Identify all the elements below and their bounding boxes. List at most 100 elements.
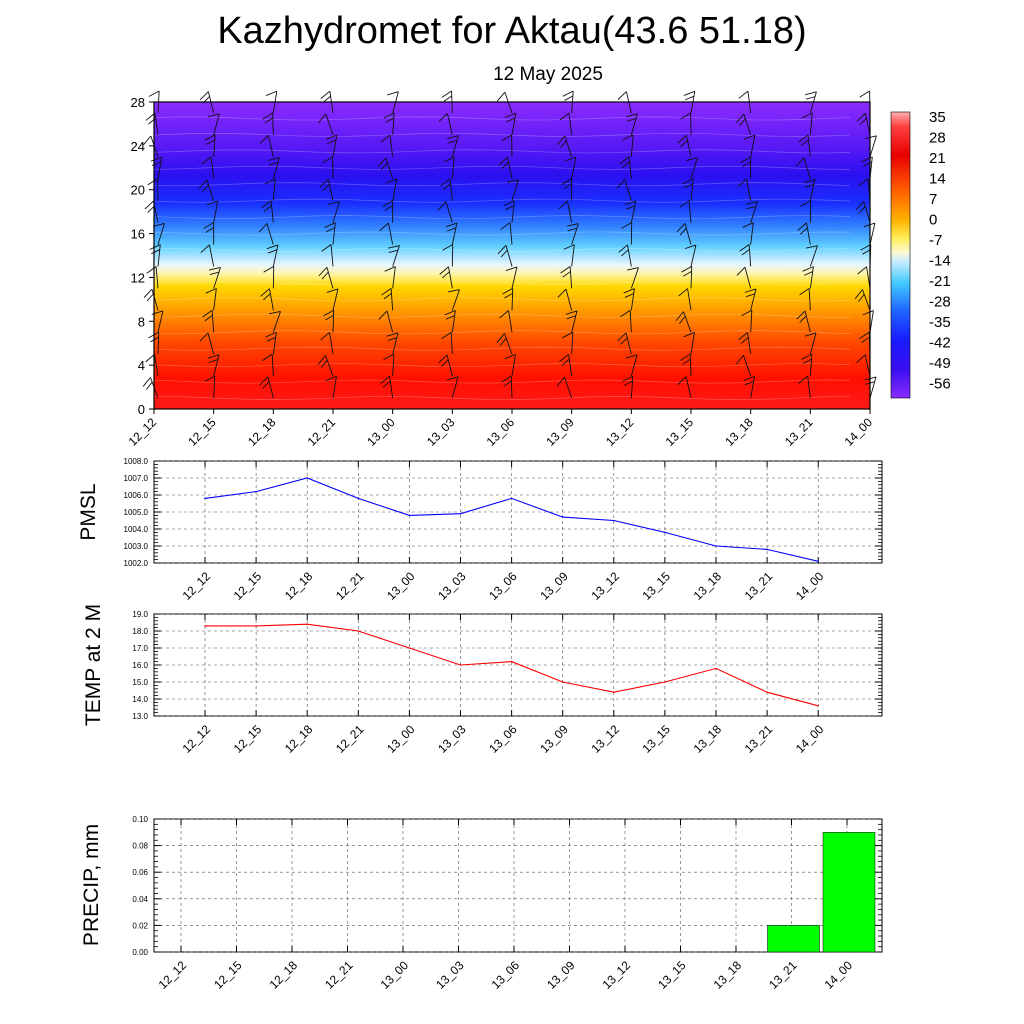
temp-point (510, 660, 513, 663)
barb-flag (563, 244, 575, 250)
barb-staff (332, 376, 337, 399)
wind-barb (205, 288, 217, 311)
wind-barb (740, 156, 752, 179)
wind-barb (626, 113, 638, 136)
barb-flag (746, 206, 757, 210)
pmsl-point (306, 477, 309, 479)
wind-barb (735, 355, 752, 377)
barb-flag (325, 134, 337, 140)
precip-frame (153, 818, 883, 953)
wind-barb (556, 135, 573, 157)
x-tick-label: 13_21 (742, 722, 776, 756)
barb-staff (392, 245, 400, 267)
wind-barb (318, 266, 334, 289)
barb-staff (157, 332, 160, 355)
barb-flag (148, 90, 160, 97)
pmsl-point (817, 560, 819, 563)
barb-flag (504, 292, 513, 299)
wind-barb (386, 332, 399, 355)
contour-line (153, 264, 851, 269)
wind-barb (618, 244, 632, 267)
barb-flag (202, 184, 209, 193)
y-tick-label: 4 (138, 358, 145, 373)
wind-barb (143, 288, 159, 311)
wind-barb (556, 376, 573, 399)
temp-point (408, 647, 411, 649)
barb-flag (499, 310, 509, 319)
barb-staff (213, 354, 220, 377)
barb-flag (325, 314, 334, 321)
barb-flag (858, 178, 869, 186)
wind-barb (497, 245, 513, 267)
barb-flag (383, 353, 395, 361)
wind-barb (378, 310, 394, 333)
barb-staff (206, 179, 215, 201)
barb-staff (690, 178, 694, 201)
barb-staff (630, 113, 638, 136)
barb-flag (321, 271, 329, 280)
barb-flag (143, 288, 153, 299)
wind-barb (801, 353, 813, 377)
barb-flag (317, 113, 327, 124)
wind-barb (798, 375, 811, 399)
x-tick-label: 13_15 (640, 569, 674, 603)
barb-flag (564, 156, 577, 162)
x-tick-label: 13_18 (711, 958, 745, 992)
barb-flag (381, 162, 388, 171)
temp-point (357, 630, 360, 632)
wind-barb (504, 112, 517, 135)
x-tick-label: 13_12 (588, 722, 622, 756)
contour-line (153, 297, 851, 302)
barb-staff (445, 201, 453, 223)
barb-flag (377, 157, 387, 167)
barb-staff (207, 332, 215, 355)
wind-barb (206, 200, 219, 223)
barb-flag (322, 183, 330, 191)
barb-flag (803, 271, 813, 276)
barb-flag (507, 179, 519, 183)
barb-flag (201, 156, 212, 165)
wind-barb (208, 113, 220, 136)
colorbar-label: -56 (929, 376, 951, 393)
barb-staff (750, 288, 757, 311)
barb-flag (621, 249, 629, 257)
wind-barb (682, 178, 694, 201)
wind-barb (262, 112, 274, 135)
wind-barb (444, 310, 456, 333)
wind-barb (319, 178, 334, 201)
barb-flag (327, 139, 337, 145)
barb-staff (809, 332, 817, 355)
wind-barb (259, 376, 274, 399)
barb-flag (438, 354, 448, 364)
pmsl-point (561, 516, 564, 518)
barb-staff (332, 288, 339, 311)
barb-flag (323, 95, 331, 103)
x-tick-label: 13_21 (782, 415, 816, 449)
x-tick-label: 13_06 (489, 958, 523, 992)
contour-line (153, 132, 851, 137)
barb-flag (795, 157, 805, 167)
barb-staff (630, 376, 634, 399)
barb-flag (443, 95, 452, 102)
colorbar-label: -14 (929, 253, 951, 270)
barb-staff (451, 289, 460, 311)
wind-barb (502, 287, 514, 311)
wind-barb (739, 244, 752, 267)
colorbar-label: 21 (929, 150, 946, 167)
barb-flag (684, 183, 693, 189)
contour-line (153, 182, 851, 187)
pmsl-point (357, 497, 360, 500)
barb-flag (804, 183, 815, 188)
wind-barb (501, 375, 513, 399)
temp-point (715, 667, 717, 670)
wind-barb (321, 244, 334, 267)
x-tick-label: 13_15 (655, 958, 689, 992)
barb-flag (859, 90, 870, 98)
wind-barb (684, 244, 697, 267)
barb-flag (447, 289, 460, 293)
barb-flag (500, 249, 508, 258)
barb-staff (211, 310, 215, 333)
barb-flag (566, 223, 579, 227)
barb-flag (317, 355, 326, 365)
wind-barb (686, 157, 698, 179)
